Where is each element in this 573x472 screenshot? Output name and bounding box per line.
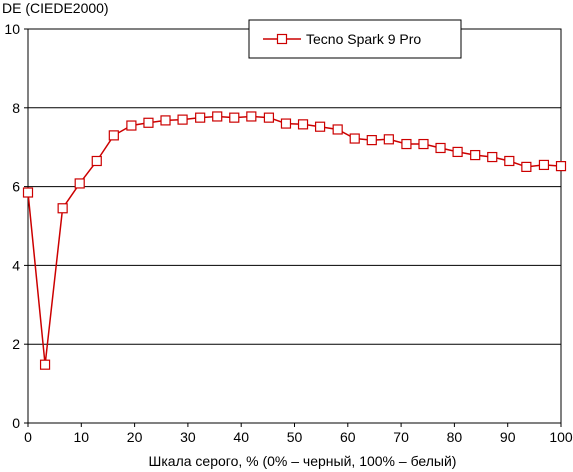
x-tick-label: 0 bbox=[24, 429, 32, 445]
y-tick-label: 0 bbox=[12, 415, 20, 431]
data-point bbox=[280, 118, 292, 129]
x-tick-label: 30 bbox=[180, 429, 196, 445]
x-tick-label: 20 bbox=[127, 429, 143, 445]
data-point bbox=[383, 134, 394, 145]
y-tick-label: 4 bbox=[12, 257, 20, 273]
data-point bbox=[297, 119, 309, 130]
data-point bbox=[195, 112, 206, 123]
x-tick-label: 60 bbox=[340, 429, 356, 445]
data-point bbox=[22, 187, 34, 198]
legend-marker-swatch bbox=[276, 33, 288, 45]
data-point bbox=[470, 149, 481, 161]
data-point bbox=[418, 138, 429, 150]
data-point bbox=[246, 111, 257, 122]
legend-label: Tecno Spark 9 Pro bbox=[306, 31, 421, 47]
y-tick-label: 8 bbox=[12, 100, 20, 116]
plot-area-frame bbox=[27, 28, 562, 424]
y-tick-label: 6 bbox=[12, 179, 20, 195]
data-point bbox=[504, 155, 515, 167]
data-point bbox=[538, 159, 550, 171]
data-point bbox=[263, 112, 275, 123]
legend: Tecno Spark 9 Pro bbox=[248, 19, 462, 59]
data-point bbox=[435, 142, 446, 154]
data-point bbox=[332, 124, 343, 135]
data-point bbox=[126, 120, 137, 131]
x-tick-label: 50 bbox=[287, 429, 303, 445]
x-tick-label: 90 bbox=[500, 429, 516, 445]
y-axis-title: DE (CIEDE2000) bbox=[2, 0, 109, 16]
x-tick-label: 10 bbox=[74, 429, 90, 445]
x-axis-ticks: 0 10 20 30 40 50 60 70 80 90 100 bbox=[24, 423, 573, 445]
x-axis-title: Шкала серого, % (0% – черный, 100% – бел… bbox=[149, 453, 457, 469]
data-point bbox=[91, 155, 102, 167]
data-point bbox=[314, 121, 326, 132]
data-point bbox=[555, 161, 567, 172]
data-point bbox=[74, 178, 85, 189]
data-point bbox=[229, 112, 240, 123]
data-point bbox=[160, 115, 171, 126]
x-tick-label: 100 bbox=[549, 429, 573, 445]
x-tick-label: 70 bbox=[393, 429, 409, 445]
data-point bbox=[108, 130, 119, 141]
data-point bbox=[401, 138, 412, 150]
data-point bbox=[143, 117, 154, 128]
data-point bbox=[212, 111, 223, 122]
x-tick-label: 40 bbox=[233, 429, 249, 445]
series-line bbox=[27, 115, 562, 365]
data-point bbox=[452, 146, 463, 158]
y-tick-label: 2 bbox=[12, 336, 20, 352]
data-point bbox=[349, 133, 360, 144]
data-point bbox=[521, 161, 532, 172]
data-point bbox=[39, 359, 51, 370]
data-point bbox=[487, 151, 498, 163]
grid-lines bbox=[28, 107, 561, 345]
data-point bbox=[177, 114, 188, 125]
x-tick-label: 80 bbox=[447, 429, 463, 445]
data-point bbox=[366, 135, 377, 146]
y-tick-label: 10 bbox=[4, 21, 20, 37]
data-point bbox=[57, 203, 68, 214]
y-axis-ticks: 0 2 4 6 8 10 bbox=[4, 21, 28, 431]
series-layer bbox=[22, 111, 567, 370]
